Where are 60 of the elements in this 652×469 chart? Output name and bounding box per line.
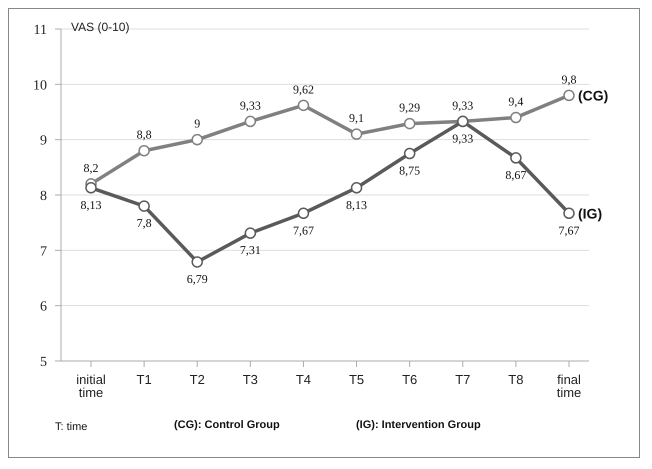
data-label: 7,67 xyxy=(292,223,314,238)
data-label: 7,8 xyxy=(136,216,152,230)
text: (IG): Intervention Group xyxy=(356,419,481,431)
x-tick-label: final time xyxy=(556,372,582,400)
data-label: 9,33 xyxy=(240,98,261,112)
data-label: 9,29 xyxy=(399,100,420,115)
y-tick-label: 8 xyxy=(40,188,47,204)
y-tick-label: 5 xyxy=(40,354,47,370)
x-tick-label: T7 xyxy=(455,372,470,388)
data-label: 8,67 xyxy=(505,168,526,182)
data-label: 8,75 xyxy=(399,164,420,178)
point xyxy=(350,182,362,194)
data-label: 7,31 xyxy=(240,243,261,258)
point xyxy=(138,200,150,212)
point xyxy=(85,182,97,194)
x-tick-label: T3 xyxy=(242,372,258,388)
data-label: 9,8 xyxy=(562,72,576,86)
y-tick-label: 6 xyxy=(40,300,47,315)
x-tick-label: initial time xyxy=(76,372,106,400)
y-tick-label: 11 xyxy=(34,22,47,38)
x-tick-label: T1 xyxy=(136,372,152,388)
data-label: 9,1 xyxy=(349,111,364,126)
data-label: 8,13 xyxy=(80,198,102,212)
point xyxy=(138,144,150,156)
x-tick-label: T8 xyxy=(508,372,524,388)
point xyxy=(244,227,256,239)
data-label: 6,79 xyxy=(186,272,208,286)
point xyxy=(510,152,522,164)
data-label: 9 xyxy=(194,116,200,131)
point xyxy=(563,90,575,102)
y-tick-label: 9 xyxy=(40,134,47,149)
text: T: time xyxy=(55,421,88,433)
series-label: (IG) xyxy=(578,205,602,222)
x-tick-label: T5 xyxy=(348,372,364,388)
data-label: 9,4 xyxy=(508,94,524,109)
point xyxy=(404,148,416,160)
data-label: 8,13 xyxy=(346,198,368,212)
data-label: 8,8 xyxy=(136,128,152,142)
x-tick-label: T2 xyxy=(190,372,205,388)
y-axis-title: VAS (0-10) xyxy=(71,20,130,34)
data-label: 9,62 xyxy=(292,82,314,96)
y-tick-label: 10 xyxy=(33,78,47,94)
point xyxy=(298,100,310,112)
data-label: 9,33 xyxy=(452,131,474,146)
data-label: 9,33 xyxy=(452,98,474,112)
point xyxy=(563,208,575,220)
text: (CG): Control Group xyxy=(174,419,280,431)
data-label: 7,67 xyxy=(558,223,580,238)
x-tick-label: T4 xyxy=(296,372,312,388)
point xyxy=(191,134,203,146)
point xyxy=(191,256,203,268)
point xyxy=(244,116,256,128)
point xyxy=(350,128,362,140)
x-tick-label: T6 xyxy=(402,372,418,388)
point xyxy=(298,208,310,220)
point xyxy=(404,118,416,130)
series-label: (CG) xyxy=(578,87,608,104)
point xyxy=(510,112,522,124)
data-label: 8,2 xyxy=(84,160,98,175)
y-tick-label: 7 xyxy=(40,244,47,260)
